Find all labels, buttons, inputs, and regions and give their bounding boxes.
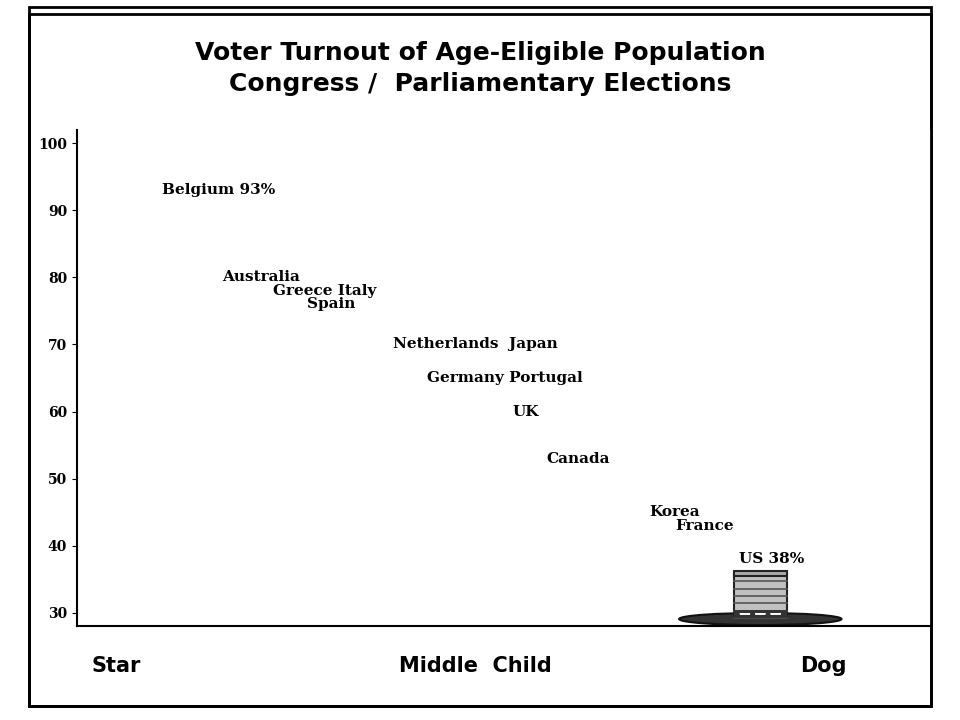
Text: Netherlands  Japan: Netherlands Japan [393, 338, 558, 351]
Ellipse shape [679, 613, 842, 625]
Text: US 38%: US 38% [739, 552, 804, 566]
FancyBboxPatch shape [733, 574, 787, 618]
Bar [733, 610, 787, 618]
Text: Canada: Canada [547, 451, 611, 466]
Text: Germany Portugal: Germany Portugal [427, 371, 583, 385]
Text: UK: UK [513, 405, 540, 418]
Text: Star: Star [92, 656, 141, 676]
Text: Voter Turnout of Age-Eligible Population
Congress /  Parliamentary Elections: Voter Turnout of Age-Eligible Population… [195, 40, 765, 96]
Text: Australia: Australia [222, 270, 300, 284]
Text: Spain: Spain [307, 297, 356, 311]
Text: Dog: Dog [801, 656, 847, 676]
FancyBboxPatch shape [733, 572, 787, 576]
Text: France: France [675, 518, 733, 533]
Text: Greece Italy: Greece Italy [274, 284, 376, 298]
Text: Korea: Korea [649, 505, 700, 519]
Text: Belgium 93%: Belgium 93% [162, 183, 276, 197]
Text: Middle  Child: Middle Child [398, 656, 552, 676]
